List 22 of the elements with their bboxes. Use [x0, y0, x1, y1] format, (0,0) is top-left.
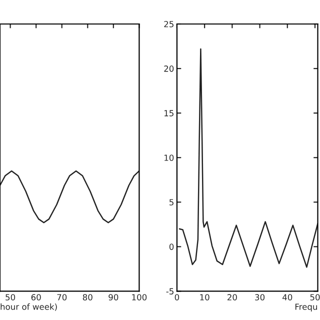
x-tick-label: 50 [310, 294, 320, 300]
x-tick-label: 0 [174, 294, 180, 300]
x-tick-label: 80 [82, 294, 92, 300]
y-tick-label: -5 [166, 288, 174, 294]
x-tick-label: 20 [227, 294, 237, 300]
x-tick-label: 10 [200, 294, 210, 300]
y-tick-label: 0 [169, 244, 174, 250]
x-tick-label: 60 [31, 294, 41, 300]
y-tick-label: 25 [164, 20, 174, 28]
y-tick-label: 15 [164, 110, 174, 116]
x-axis-title: Frequ [295, 304, 318, 312]
y-tick-label: 5 [170, 199, 174, 206]
x-tick-label: 30 [255, 294, 265, 300]
x-axis-title: hour of week) [0, 303, 57, 311]
x-tick-label: 50 [6, 294, 16, 300]
line-series [178, 48, 318, 268]
y-tick-label: 20 [164, 66, 174, 72]
x-tick-label: 100 [132, 294, 147, 300]
x-tick-label: 40 [282, 294, 292, 300]
x-tick-label: 90 [108, 294, 118, 300]
y-tick-label: 10 [164, 154, 174, 161]
x-tick-label: 70 [57, 294, 67, 300]
